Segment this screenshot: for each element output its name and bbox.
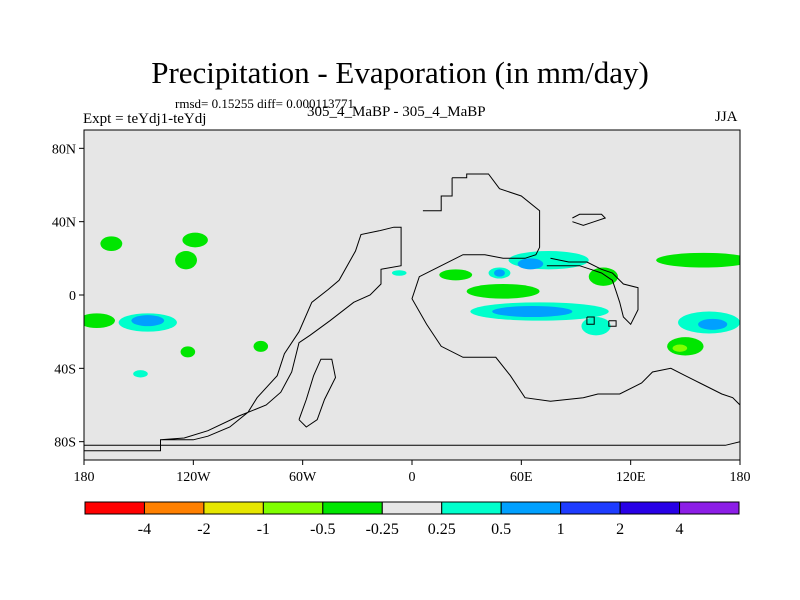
y-tick-label-4: 80S: [54, 436, 76, 451]
colorbar-swatch-2: [203, 501, 264, 515]
contour-arabia-core: [494, 269, 505, 277]
colorbar: -4 -2 -1 -0.5 -0.25 0.25 0.5 1 2 4: [84, 501, 740, 538]
contour-n-pacific-mid: [175, 250, 197, 270]
contour-australia-core: [672, 344, 688, 352]
colorbar-swatch-5: [381, 501, 443, 515]
contour-w-pacific-green: [656, 252, 740, 268]
stats-label: rmsd= 0.15255 diff= 0.000113771: [175, 96, 354, 111]
colorbar-label-2: -1: [257, 521, 270, 538]
colorbar-label-1: -2: [197, 521, 210, 538]
colorbar-swatch-3: [262, 501, 324, 515]
x-tick-label-2: 60W: [289, 470, 317, 485]
x-tick-label-6: 180: [730, 470, 751, 485]
colorbar-label-4: -0.25: [366, 521, 399, 538]
contour-s-pacific-east: [253, 340, 269, 352]
colorbar-label-5: 0.25: [428, 521, 456, 538]
contour-w-pacific-cyan: [581, 317, 611, 336]
colorbar-swatch-7: [500, 501, 562, 515]
colorbar-label-0: -4: [138, 521, 151, 538]
contour-e-pacific-cyan: [391, 270, 407, 276]
axes: 180 120W 60W 0 60E 120E 180 80N 40N 0 40S 80S: [52, 142, 751, 485]
coast-island-b: [608, 320, 617, 327]
experiment-label: Expt = teYdj1-teYdj: [83, 111, 207, 127]
colorbar-swatch-4: [322, 501, 383, 515]
run-label: 305_4_MaBP - 305_4_MaBP: [307, 104, 486, 120]
colorbar-label-7: 1: [557, 521, 565, 538]
coast-asia-ne: [572, 213, 607, 226]
colorbar-label-8: 2: [616, 521, 624, 538]
contour-n-pacific-east: [182, 232, 208, 248]
contour-trop-pacific-west: [84, 313, 115, 328]
x-tick-label-1: 120W: [176, 470, 211, 485]
coast-americas-west: [83, 226, 402, 452]
x-tick-label-0: 180: [74, 470, 95, 485]
colorbar-label-3: -0.5: [310, 521, 335, 538]
x-tick-label-3: 0: [409, 470, 416, 485]
colorbar-swatch-10: [679, 501, 740, 515]
contour-indian-ocean-core: [492, 306, 573, 317]
y-tick-label-0: 80N: [52, 142, 76, 157]
y-tick-label-3: 40S: [54, 362, 76, 377]
coast-americas-inner: [298, 358, 337, 428]
colorbar-swatch-1: [143, 501, 205, 515]
y-tick-label-2: 0: [69, 289, 76, 304]
y-tick-label-1: 40N: [52, 216, 76, 231]
contour-s-pacific-green: [180, 346, 196, 358]
contour-s-indian-core: [698, 318, 728, 330]
coast-island-a: [586, 316, 595, 325]
chart-title: Precipitation - Evaporation (in mm/day): [151, 55, 649, 90]
contour-n-africa-green: [439, 269, 473, 281]
season-label: JJA: [715, 109, 738, 125]
x-tick-label-5: 120E: [616, 470, 646, 485]
contour-africa-band: [466, 284, 540, 299]
coast-asia-east: [546, 257, 639, 326]
colorbar-label-9: 4: [676, 521, 684, 538]
contour-tibet-core: [517, 258, 544, 270]
coast-asia-north: [422, 177, 453, 212]
colorbar-label-6: 0.5: [491, 521, 511, 538]
contour-s-pacific-blob: [133, 370, 148, 378]
colorbar-swatch-0: [84, 501, 145, 515]
plot-background: [84, 130, 740, 460]
colorbar-swatch-8: [560, 501, 621, 515]
colorbar-swatch-6: [441, 501, 502, 515]
contour-n-pacific-west: [100, 236, 123, 252]
x-tick-label-4: 60E: [510, 470, 533, 485]
colorbar-swatch-9: [619, 501, 681, 515]
contour-s-pacific-core: [131, 315, 165, 327]
contour-fills: [84, 232, 740, 378]
